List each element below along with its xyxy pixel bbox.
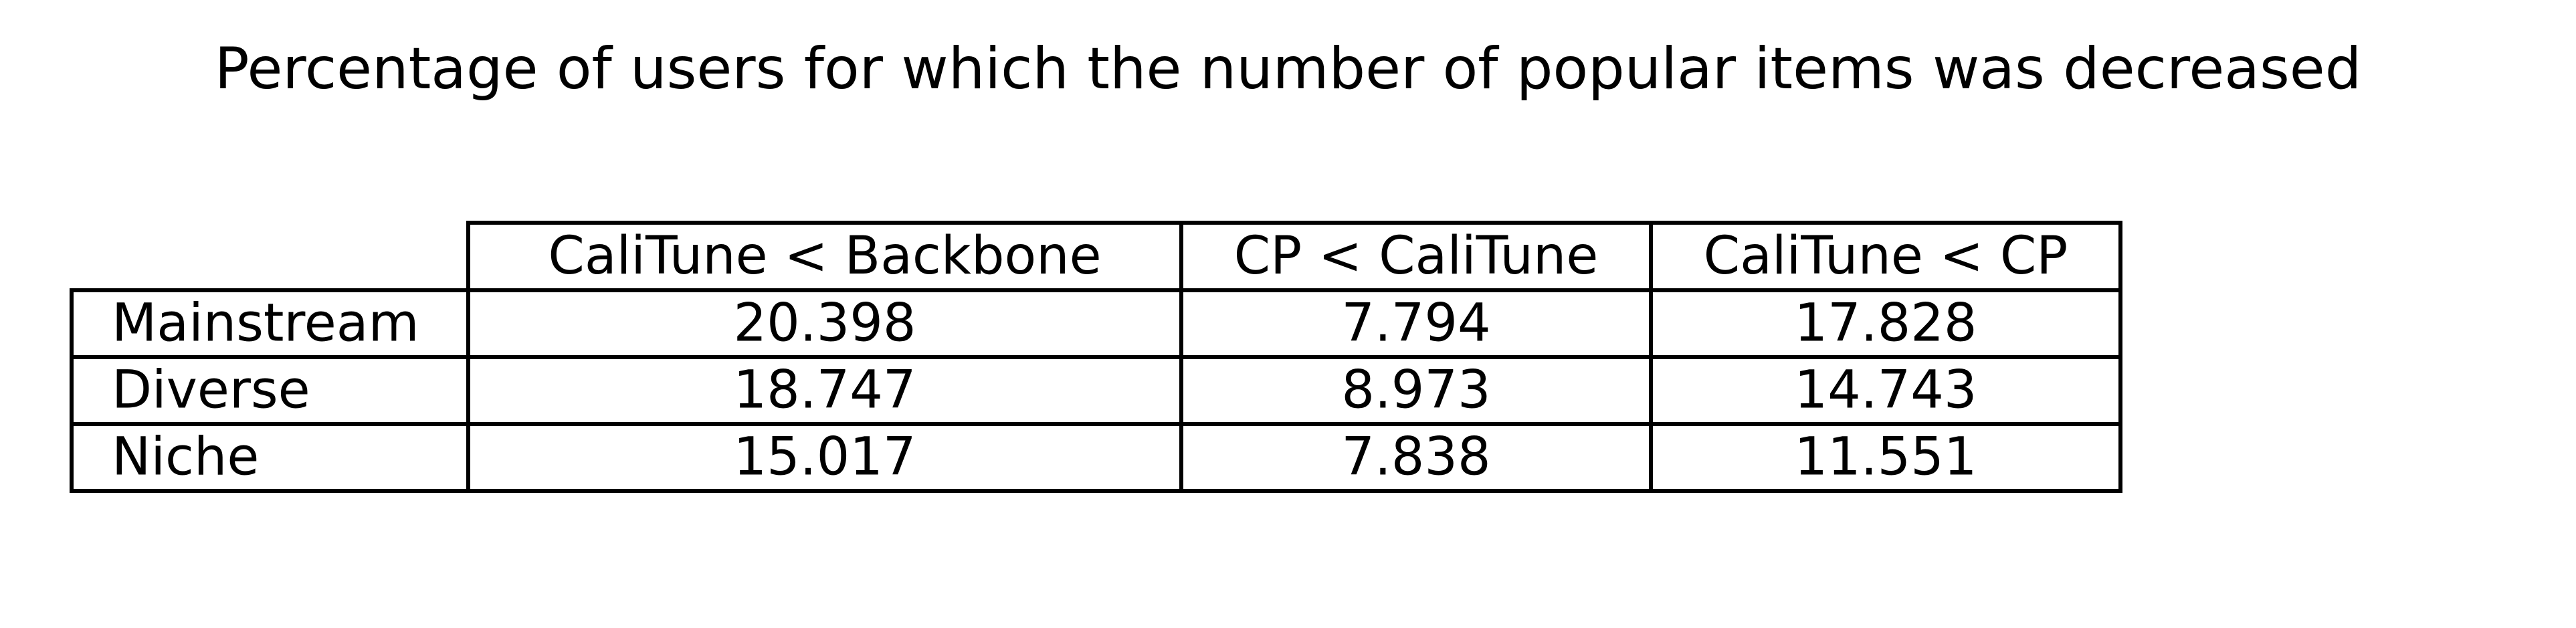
table-grid [70,221,2122,493]
table-cell-value: 18.747 [734,360,916,420]
table-cell-value: 15.017 [734,427,916,487]
chart-title: Percentage of users for which the number… [214,35,2362,102]
table-cell-value: 7.794 [1341,293,1490,353]
table-text: CaliTune < Backbone CP < CaliTune CaliTune… [112,226,2068,488]
table-cell-value: 14.743 [1795,360,1977,420]
row-label: Diverse [112,360,310,420]
table-cell-value: 11.551 [1795,427,1977,487]
table-cell-value: 8.973 [1341,360,1490,420]
row-label: Mainstream [112,293,419,353]
table-cell-value: 7.838 [1341,427,1490,487]
column-header: CaliTune < CP [1704,226,2068,286]
table-cell-value: 17.828 [1795,293,1977,353]
row-label: Niche [112,427,259,487]
column-header: CP < CaliTune [1234,226,1599,286]
table-cell-value: 20.398 [734,293,916,353]
column-header: CaliTune < Backbone [548,226,1101,286]
